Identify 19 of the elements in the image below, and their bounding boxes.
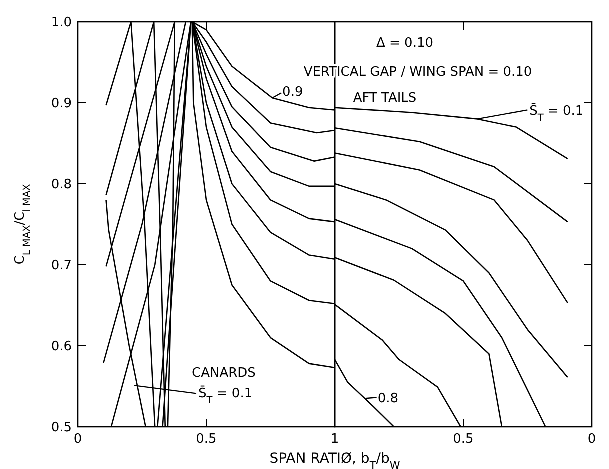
annotation: S̄$_{T}$ = 0.1 bbox=[530, 102, 584, 124]
x-tick-label: 0.5 bbox=[453, 432, 474, 447]
x-tick-label: 0.5 bbox=[196, 432, 217, 447]
y-tick-label: 0.7 bbox=[51, 258, 72, 274]
y-tick-label: 0.5 bbox=[51, 420, 72, 436]
annotation: 0.8 bbox=[378, 392, 399, 407]
annotation: AFT TAILS bbox=[353, 91, 417, 106]
x-axis-title: SPAN RATIØ, b$_{T}$/b$_{W}$ bbox=[270, 451, 401, 469]
annotation: CANARDS bbox=[192, 366, 256, 381]
y-tick-label: 0.8 bbox=[51, 178, 72, 193]
y-tick-label: 0.9 bbox=[51, 96, 72, 112]
y-tick-label: 1.0 bbox=[51, 16, 72, 31]
annotation: S̄$_{T}$ = 0.1 bbox=[198, 385, 253, 406]
x-tick-label: 0 bbox=[588, 432, 596, 447]
x-tick-label: 1 bbox=[330, 432, 340, 447]
annotation: 0.9 bbox=[282, 85, 304, 100]
y-tick-label: 0.6 bbox=[51, 340, 72, 355]
annotation: Δ = 0.10 bbox=[376, 36, 434, 51]
x-tick-label: 0 bbox=[74, 432, 82, 447]
